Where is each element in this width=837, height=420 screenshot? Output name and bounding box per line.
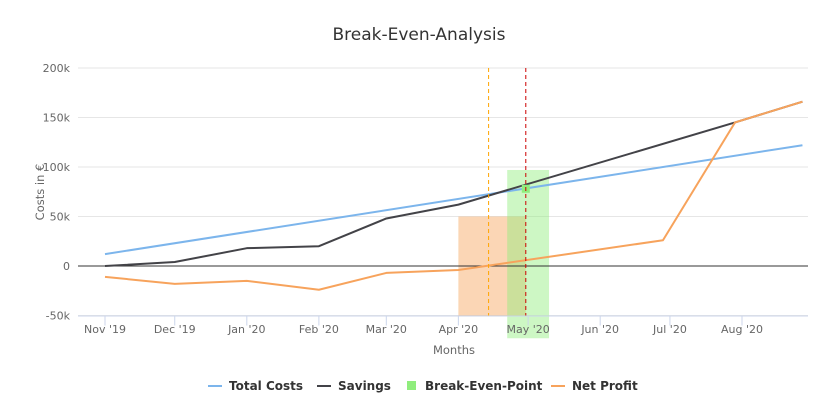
y-tick-label: 100k	[43, 161, 71, 174]
legend-label-savings: Savings	[338, 379, 391, 393]
x-tick-label: Jan '20	[227, 323, 265, 336]
legend-item-savings[interactable]: Savings	[317, 379, 391, 393]
series-line-net-profit	[104, 100, 803, 291]
x-tick-label: Jun '20	[580, 323, 619, 336]
y-tick-label: 150k	[43, 112, 71, 125]
y-axis: -50k 0 50k 100k 150k 200k	[43, 62, 71, 323]
x-tick-label: Nov '19	[84, 323, 126, 336]
y-tick-label: 0	[63, 260, 70, 273]
y-tick-label: -50k	[46, 310, 71, 323]
series-line-savings	[104, 100, 803, 267]
plot-band	[507, 169, 550, 339]
y-axis-title: Costs in €	[33, 164, 47, 221]
plot-bands	[458, 169, 550, 339]
plot-lines	[488, 68, 527, 316]
y-tick-label: 50k	[50, 211, 71, 224]
legend-item-net-profit[interactable]: Net Profit	[551, 379, 638, 393]
series-line-total-costs	[104, 144, 803, 256]
chart-title: Break-Even-Analysis	[333, 25, 506, 45]
x-tick-label: Feb '20	[299, 323, 339, 336]
legend-marker-break-even-point	[407, 381, 416, 390]
x-tick-label: Mar '20	[366, 323, 407, 336]
x-tick-label: Dec '19	[154, 323, 196, 336]
x-axis: Nov '19 Dec '19 Jan '20 Feb '20 Mar '20 Apr '…	[78, 315, 808, 336]
x-tick-label: Aug '20	[721, 323, 763, 336]
legend: Total Costs Savings Break-Even-Point Net…	[208, 379, 638, 393]
y-tick-label: 200k	[43, 62, 71, 75]
legend-label-break-even-point: Break-Even-Point	[425, 379, 543, 393]
legend-label-total-costs: Total Costs	[229, 379, 303, 393]
x-tick-label: Jul '20	[652, 323, 687, 336]
legend-label-net-profit: Net Profit	[572, 379, 638, 393]
x-tick-label: May '20	[506, 323, 549, 336]
x-axis-title: Months	[433, 343, 475, 357]
series-lines	[78, 100, 808, 291]
x-tick-label: Apr '20	[439, 323, 479, 336]
grid	[78, 67, 808, 316]
legend-item-break-even-point[interactable]: Break-Even-Point	[407, 379, 543, 393]
legend-item-total-costs[interactable]: Total Costs	[208, 379, 303, 393]
